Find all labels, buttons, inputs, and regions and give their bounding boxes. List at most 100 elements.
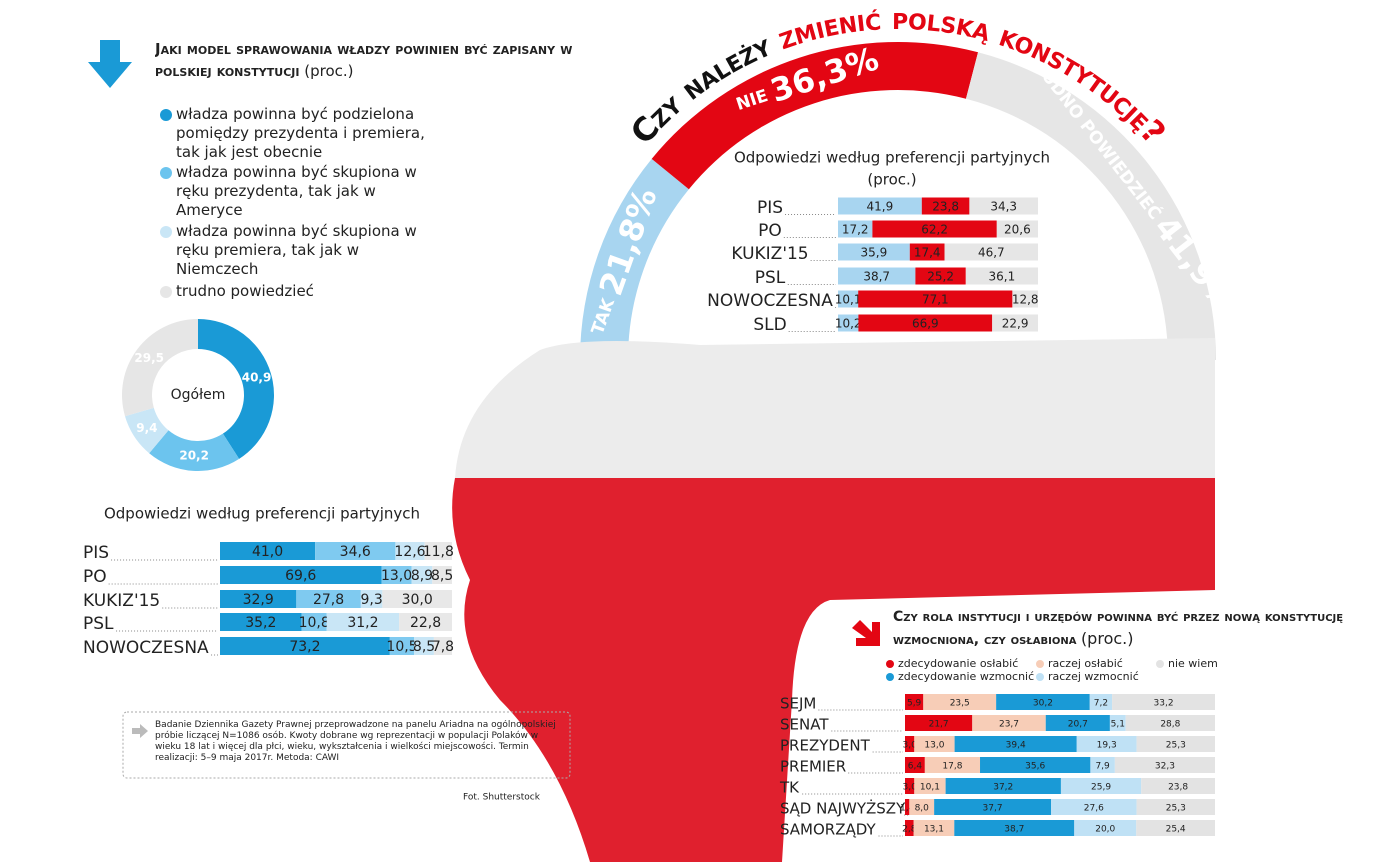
value-label: 32,9	[243, 592, 274, 608]
category-label: NOWOCZESNA	[707, 291, 833, 311]
bar-segment	[838, 220, 873, 238]
bar-segment	[1112, 694, 1215, 710]
bar-segment	[382, 590, 452, 608]
value-label: 12,8	[1012, 293, 1039, 307]
value-label: 28,8	[1160, 720, 1180, 730]
value-label: 8,9	[411, 568, 433, 584]
legend-box: władza powinna być skupiona w ręku premi…	[176, 222, 417, 278]
value-label: 7,9	[1095, 762, 1110, 772]
category-label: NOWOCZESNA	[83, 638, 209, 658]
value-label: 22,8	[410, 615, 441, 631]
category-label: SENAT	[780, 716, 829, 734]
bar-segment	[414, 637, 434, 655]
category-label: KUKIZ'15	[731, 244, 808, 264]
value-label: 17,4	[914, 246, 941, 260]
bar-segment	[1012, 290, 1038, 308]
title-unit: (proc.)	[1080, 629, 1134, 648]
value-label: 36,1	[989, 270, 1016, 284]
value-label: 13,0	[381, 568, 412, 584]
value-label: 62,2	[921, 223, 948, 237]
bar-segment	[411, 566, 433, 584]
semi-label: TRUDNO POWIEDZIEĆ 41,9%	[1017, 40, 1245, 319]
value-label: 35,9	[861, 246, 888, 260]
value-label: 11,8	[423, 544, 454, 560]
value-label: 20,7	[1068, 720, 1088, 730]
value-label: 25,3	[1166, 741, 1186, 751]
bar-segment	[1136, 736, 1215, 752]
bar-segment	[1109, 715, 1126, 731]
category-label: PO	[83, 567, 107, 587]
value-label: 10,1	[835, 293, 862, 307]
bar-segment	[905, 715, 973, 731]
bar-segment	[965, 267, 1038, 285]
value-label: 10,5	[386, 639, 417, 655]
category-label: PSL	[755, 268, 786, 288]
value-label: 10,8	[299, 615, 330, 631]
value-label: 7,2	[1094, 699, 1108, 709]
value-label: 27,8	[313, 592, 344, 608]
category-label: TK	[779, 779, 800, 797]
category-label: SAMORZĄDY	[780, 821, 876, 839]
value-label: 23,8	[1168, 783, 1188, 793]
value-label: 5,9	[907, 699, 922, 709]
value-label: 37,2	[993, 783, 1013, 793]
bar-segment	[980, 757, 1091, 773]
value-label: 8,5	[413, 639, 435, 655]
value-label: 35,2	[245, 615, 276, 631]
bar-segment	[909, 799, 935, 815]
legend-text: władza powinna być skupiona w ręku prezy…	[176, 163, 417, 219]
bar-segment	[432, 566, 452, 584]
category-label: PSL	[83, 614, 114, 634]
note-box: Badanie Dziennika Gazety Prawnej przepro…	[155, 720, 556, 763]
value-label: 37,7	[983, 804, 1003, 814]
value-label: 25,9	[1091, 783, 1111, 793]
photo-credit: Fot. Shutterstock	[463, 793, 541, 803]
value-label: 10,2	[835, 317, 862, 331]
value-label: 5,1	[1111, 720, 1125, 730]
bar-segment	[1136, 799, 1215, 815]
donut-title: Jaki model sprawowania władzy powinien b…	[155, 38, 585, 82]
value-label: 23,5	[950, 699, 970, 709]
bar-segment	[326, 613, 400, 631]
bar-segment	[954, 820, 1075, 836]
value-label: 10,1	[920, 783, 940, 793]
value-label: 41,9	[867, 200, 894, 214]
value-label: 12,6	[394, 544, 425, 560]
bar-segment	[872, 220, 997, 238]
legend-swatch	[160, 109, 172, 121]
legend-box: władza powinna być podzielona pomiędzy p…	[176, 105, 425, 161]
legend-text: władza powinna być podzielona pomiędzy p…	[176, 105, 425, 161]
bar-segment	[838, 197, 922, 215]
donut-slice	[149, 430, 240, 471]
value-label: 27,6	[1084, 804, 1104, 814]
donut-center-label: Ogółem	[171, 387, 226, 403]
inner-unit: (proc.)	[867, 171, 916, 189]
legend-box: władza powinna być skupiona w ręku prezy…	[176, 163, 417, 219]
bar-segment	[921, 197, 970, 215]
bar-segment	[858, 290, 1013, 308]
bar-segment	[838, 290, 859, 308]
semi-slice	[651, 41, 979, 190]
bar-segment	[1141, 778, 1215, 794]
category-label: SĄD NAJWYŻSZY	[780, 799, 906, 818]
bar-segment	[220, 542, 316, 560]
thumb-red	[452, 478, 1216, 862]
bar-segment	[838, 314, 859, 332]
category-label: KUKIZ'15	[83, 591, 160, 611]
value-label: 73,2	[289, 639, 320, 655]
bar-segment	[954, 736, 1077, 752]
value-label: 9,3	[360, 592, 382, 608]
semi-slice	[580, 158, 689, 360]
semi-slice	[965, 52, 1216, 361]
donut-slice	[198, 319, 274, 459]
category-label: PREZYDENT	[780, 737, 871, 755]
value-label: 66,9	[912, 317, 939, 331]
value-label: 38,7	[1004, 825, 1024, 835]
value-label: 25,4	[1166, 825, 1186, 835]
value-label: 2,8	[902, 825, 917, 835]
slice-label: 40,9	[242, 370, 272, 384]
legend-label: raczej osłabić	[1048, 657, 1123, 670]
value-label: 17,8	[942, 762, 962, 772]
bar-segment	[838, 243, 910, 261]
legend-text: władza powinna być skupiona w ręku premi…	[176, 222, 417, 278]
